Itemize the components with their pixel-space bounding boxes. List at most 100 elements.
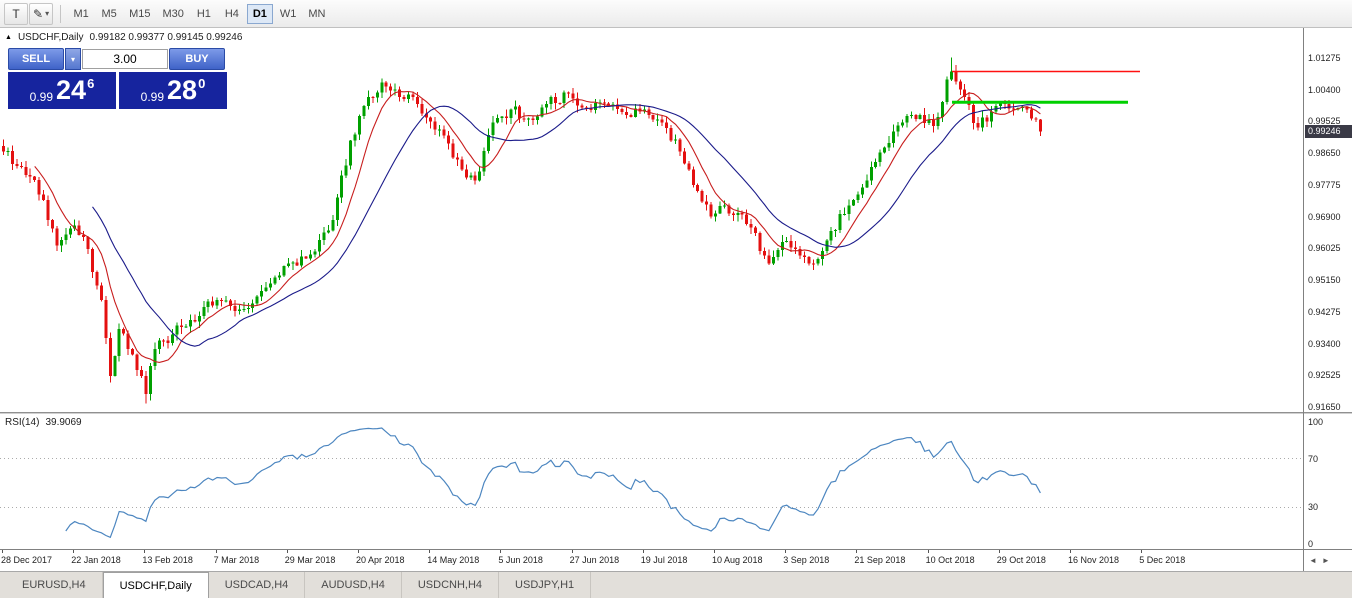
chevron-down-icon: ▾ bbox=[45, 9, 49, 18]
rsi-value: 39.9069 bbox=[45, 417, 81, 428]
time-axis-label: 5 Jun 2018 bbox=[498, 555, 543, 565]
draw-objects-button[interactable]: ✎ ▾ bbox=[29, 3, 53, 25]
time-axis-label: 7 Mar 2018 bbox=[214, 555, 260, 565]
chart-tab-label: USDCAD,H4 bbox=[225, 579, 289, 591]
chart-tool-icon: T bbox=[12, 7, 19, 21]
time-axis-label: 5 Dec 2018 bbox=[1139, 555, 1185, 565]
price-scale-label: 0.95150 bbox=[1308, 275, 1341, 285]
chart-tab-label: AUDUSD,H4 bbox=[321, 579, 385, 591]
price-scale-label: 0.91650 bbox=[1308, 402, 1341, 412]
rsi-scale-label: 100 bbox=[1308, 417, 1323, 427]
chart-title: ▲ USDCHF,Daily 0.99182 0.99377 0.99145 0… bbox=[5, 32, 242, 43]
time-tick bbox=[287, 550, 288, 553]
time-axis-label: 21 Sep 2018 bbox=[854, 555, 905, 565]
sell-price-pip: 6 bbox=[87, 76, 94, 91]
time-tick bbox=[714, 550, 715, 553]
price-scale-label: 0.92525 bbox=[1308, 370, 1341, 380]
lot-dropdown-button[interactable]: ▾ bbox=[65, 48, 81, 70]
time-tick bbox=[358, 550, 359, 553]
mt4-window: T ✎ ▾ M1M5M15M30H1H4D1W1MN ▲ USDCHF,Dail… bbox=[0, 0, 1352, 598]
chart-tool-button[interactable]: T bbox=[4, 3, 28, 25]
scroll-left-icon[interactable]: ◄ bbox=[1309, 556, 1317, 565]
timeframe-toolbar: M1M5M15M30H1H4D1W1MN bbox=[68, 4, 330, 24]
time-tick bbox=[999, 550, 1000, 553]
price-scale-label: 0.94275 bbox=[1308, 307, 1341, 317]
time-axis-label: 20 Apr 2018 bbox=[356, 555, 405, 565]
buy-price-display[interactable]: 0.99280 bbox=[119, 72, 227, 109]
time-tick bbox=[2, 550, 3, 553]
rsi-name: RSI(14) bbox=[5, 417, 39, 428]
timeframe-button-h1[interactable]: H1 bbox=[191, 4, 217, 24]
chart-tab-usdcnh[interactable]: USDCNH,H4 bbox=[402, 572, 499, 598]
time-axis-label: 13 Feb 2018 bbox=[142, 555, 193, 565]
time-tick bbox=[500, 550, 501, 553]
price-scale-label: 0.96025 bbox=[1308, 243, 1341, 253]
buy-price-pip: 0 bbox=[198, 76, 205, 91]
chart-tab-usdcad[interactable]: USDCAD,H4 bbox=[209, 572, 306, 598]
chart-tab-audusd[interactable]: AUDUSD,H4 bbox=[305, 572, 402, 598]
time-axis-label: 29 Mar 2018 bbox=[285, 555, 336, 565]
rsi-indicator-pane[interactable]: RSI(14) 39.9069 bbox=[0, 414, 1303, 549]
timeframe-button-w1[interactable]: W1 bbox=[275, 4, 302, 24]
scale-divider bbox=[1304, 412, 1352, 414]
time-axis-label: 22 Jan 2018 bbox=[71, 555, 121, 565]
time-axis-label: 27 Jun 2018 bbox=[570, 555, 620, 565]
pencil-icon: ✎ bbox=[33, 7, 43, 21]
time-tick bbox=[785, 550, 786, 553]
sell-price-display[interactable]: 0.99246 bbox=[8, 72, 116, 109]
time-tick bbox=[572, 550, 573, 553]
timeframe-button-m30[interactable]: M30 bbox=[157, 4, 188, 24]
sell-price-prefix: 0.99 bbox=[30, 90, 53, 104]
time-axis-label: 3 Sep 2018 bbox=[783, 555, 829, 565]
timeframe-button-m15[interactable]: M15 bbox=[124, 4, 155, 24]
rsi-scale-label: 70 bbox=[1308, 454, 1318, 464]
time-tick bbox=[216, 550, 217, 553]
price-chart[interactable]: ▲ USDCHF,Daily 0.99182 0.99377 0.99145 0… bbox=[0, 28, 1303, 412]
chart-tab-usdchf[interactable]: USDCHF,Daily bbox=[103, 572, 209, 598]
chart-tab-usdjpy[interactable]: USDJPY,H1 bbox=[499, 572, 591, 598]
timeframe-button-m1[interactable]: M1 bbox=[68, 4, 94, 24]
sell-button[interactable]: SELL bbox=[8, 48, 64, 70]
price-scale[interactable]: 1.012751.004000.995250.986500.977750.969… bbox=[1303, 28, 1352, 549]
one-click-trading-panel: SELL ▾ BUY 0.99246 0.99280 bbox=[8, 48, 230, 109]
time-tick bbox=[429, 550, 430, 553]
price-scale-label: 0.98650 bbox=[1308, 148, 1341, 158]
time-axis-label: 28 Dec 2017 bbox=[1, 555, 52, 565]
buy-price-big: 28 bbox=[167, 77, 197, 104]
timeframe-button-h4[interactable]: H4 bbox=[219, 4, 245, 24]
time-axis-label: 19 Jul 2018 bbox=[641, 555, 688, 565]
rsi-scale-label: 0 bbox=[1308, 539, 1313, 549]
toolbar: T ✎ ▾ M1M5M15M30H1H4D1W1MN bbox=[0, 0, 1352, 28]
buy-button[interactable]: BUY bbox=[169, 48, 225, 70]
toolbar-separator bbox=[60, 5, 61, 23]
current-price-badge: 0.99246 bbox=[1305, 125, 1352, 138]
time-tick bbox=[856, 550, 857, 553]
price-scale-label: 0.96900 bbox=[1308, 212, 1341, 222]
time-tick bbox=[73, 550, 74, 553]
buy-price-prefix: 0.99 bbox=[141, 90, 164, 104]
price-scale-label: 0.97775 bbox=[1308, 180, 1341, 190]
time-axis-label: 10 Aug 2018 bbox=[712, 555, 763, 565]
chart-tab-label: USDCHF,Daily bbox=[120, 580, 192, 592]
chart-tab-label: EURUSD,H4 bbox=[22, 579, 86, 591]
scroll-right-icon[interactable]: ► bbox=[1322, 556, 1330, 565]
chart-tab-label: USDJPY,H1 bbox=[515, 579, 574, 591]
time-axis-label: 29 Oct 2018 bbox=[997, 555, 1046, 565]
chart-tab-eurusd[interactable]: EURUSD,H4 bbox=[6, 572, 103, 598]
symbol-marker-icon: ▲ bbox=[5, 34, 12, 41]
sell-price-big: 24 bbox=[56, 77, 86, 104]
chevron-down-icon: ▾ bbox=[71, 55, 75, 64]
timeframe-button-mn[interactable]: MN bbox=[303, 4, 330, 24]
lot-size-input[interactable] bbox=[82, 49, 168, 69]
time-axis[interactable]: 28 Dec 2017 22 Jan 2018 13 Feb 2018 7 Mar 2… bbox=[0, 549, 1303, 571]
rsi-scale-label: 30 bbox=[1308, 502, 1318, 512]
timeframe-button-d1[interactable]: D1 bbox=[247, 4, 273, 24]
time-tick bbox=[1070, 550, 1071, 553]
time-axis-label: 10 Oct 2018 bbox=[926, 555, 975, 565]
time-tick bbox=[643, 550, 644, 553]
time-tick bbox=[928, 550, 929, 553]
time-axis-label: 16 Nov 2018 bbox=[1068, 555, 1119, 565]
timeframe-button-m5[interactable]: M5 bbox=[96, 4, 122, 24]
chart-tab-label: USDCNH,H4 bbox=[418, 579, 482, 591]
time-tick bbox=[144, 550, 145, 553]
